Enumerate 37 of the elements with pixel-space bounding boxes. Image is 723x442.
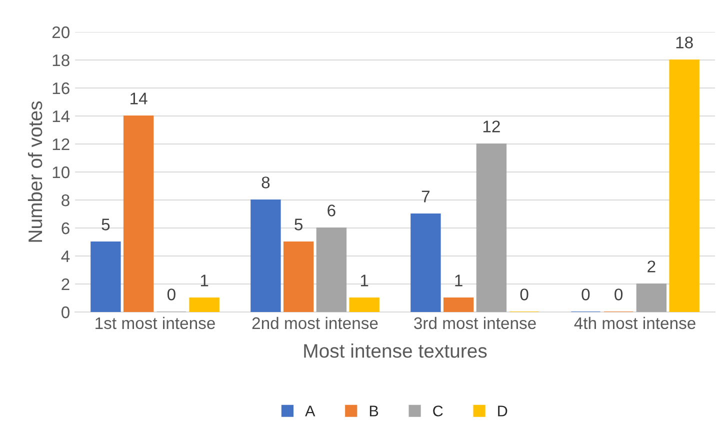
data-label: 7 [422,190,430,202]
y-tick-label: 4 [61,250,70,262]
x-tick-label: 1st most intense [96,316,215,330]
data-label: 18 [676,36,693,48]
data-label: 5 [102,218,110,230]
y-tick-label: 16 [52,82,70,94]
y-tick-label: 12 [52,138,70,150]
data-label: 2 [648,260,656,272]
y-tick-label: 20 [52,26,70,38]
data-label: 1 [455,274,462,286]
y-tick-label: 0 [62,306,70,318]
y-axis-title: Number of votes [28,101,42,242]
data-label: 14 [130,92,148,104]
x-tick-label: 4th most intense [574,316,696,330]
data-label: 12 [483,120,500,132]
data-label: 0 [167,288,176,300]
y-tick-label: 18 [52,54,70,66]
legend-label: B [370,406,378,416]
data-label: 8 [262,176,270,188]
data-label: 1 [360,274,368,286]
x-axis-title: Most intense textures [304,344,487,358]
legend-label: A [305,406,316,416]
data-label: 6 [328,204,336,216]
y-tick-label: 10 [52,166,70,178]
data-label: 1 [200,274,208,286]
data-label: 5 [294,218,302,230]
data-label: 0 [520,288,528,300]
y-tick-label: 2 [62,278,70,290]
legend-label: D [498,406,508,416]
y-tick-label: 6 [62,222,70,234]
x-tick-label: 2nd most intense [252,316,378,330]
y-tick-label: 8 [62,194,70,206]
data-label: 0 [582,288,590,300]
x-tick-label: 3rd most intense [414,316,536,330]
data-label: 0 [614,288,623,300]
y-tick-label: 14 [52,110,70,122]
legend-label: C [433,406,443,416]
